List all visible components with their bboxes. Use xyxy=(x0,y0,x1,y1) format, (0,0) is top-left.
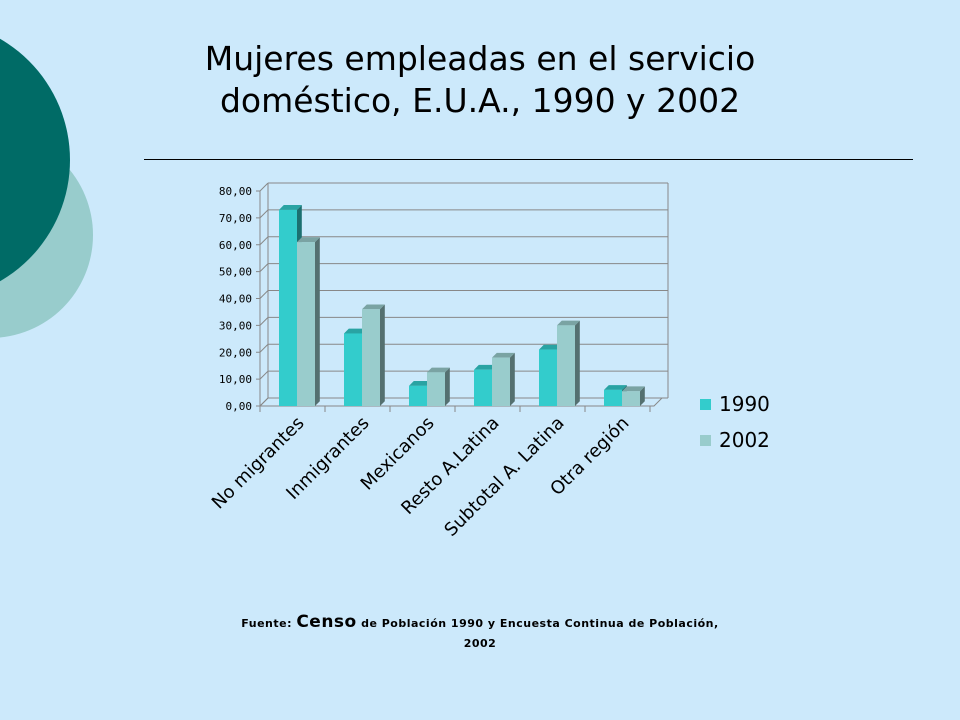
slide-title: Mujeres empleadas en el servicio domésti… xyxy=(120,38,840,122)
y-tick-label: 20,00 xyxy=(219,346,252,359)
source-emphasis: Censo xyxy=(296,612,357,632)
bar-1990 xyxy=(474,369,492,406)
x-tick-label: Subtotal A. Latina xyxy=(440,413,568,541)
legend-label: 1990 xyxy=(719,392,770,416)
bar-top xyxy=(362,304,385,310)
y-tick-label: 0,00 xyxy=(226,400,253,413)
legend-label: 2002 xyxy=(719,428,770,452)
y-tick-label: 70,00 xyxy=(219,212,252,225)
decorative-circles xyxy=(0,38,93,338)
y-tick-label: 40,00 xyxy=(219,293,252,306)
bar-2002 xyxy=(622,391,640,406)
bar-1990 xyxy=(279,209,297,406)
bar-1990 xyxy=(344,333,362,406)
gridline-side xyxy=(259,343,269,353)
dark-circle-shape xyxy=(0,38,70,282)
chart-floor xyxy=(258,397,664,407)
bar-top xyxy=(409,381,432,386)
y-tick-label: 80,00 xyxy=(219,185,252,198)
y-tick-label: 10,00 xyxy=(219,373,252,386)
legend-swatch xyxy=(700,398,711,410)
bar-2002 xyxy=(297,242,315,406)
bar-side xyxy=(575,320,580,406)
bar-top xyxy=(474,364,497,370)
y-tick-label: 30,00 xyxy=(219,319,252,332)
y-tick-label: 60,00 xyxy=(219,239,252,252)
source-prefix: Fuente: xyxy=(241,617,297,630)
bar-2002 xyxy=(557,325,575,406)
bar-top xyxy=(539,344,562,350)
gridline-side xyxy=(259,317,269,326)
bar-1990 xyxy=(604,389,622,406)
legend-item: 1990 xyxy=(700,386,770,422)
bar-top xyxy=(557,320,580,326)
bar-side xyxy=(510,352,515,406)
bar-side xyxy=(445,367,450,406)
bar-2002 xyxy=(427,372,445,406)
bar-side xyxy=(315,237,320,406)
legend-swatch xyxy=(700,434,711,446)
title-line-1: Mujeres empleadas en el servicio xyxy=(204,39,756,78)
gridline-side xyxy=(259,290,269,299)
bar-top xyxy=(492,352,515,358)
bar-1990 xyxy=(539,349,557,406)
bar-1990 xyxy=(409,385,427,406)
bar-top xyxy=(427,367,450,373)
bar-2002 xyxy=(492,357,510,406)
bar-side xyxy=(380,304,385,406)
gridline-side xyxy=(259,236,269,246)
chart-legend: 1990 2002 xyxy=(700,386,770,458)
title-divider xyxy=(144,159,913,160)
bar-top xyxy=(297,237,320,243)
bar-2002 xyxy=(362,309,380,406)
source-rest: de Población 1990 y Encuesta Continua de… xyxy=(356,617,719,650)
source-note: Fuente: Censo de Población 1990 y Encues… xyxy=(240,612,720,654)
bar-top xyxy=(279,205,302,210)
gridline-side xyxy=(259,263,269,272)
y-tick-label: 50,00 xyxy=(219,266,252,279)
bar-top xyxy=(344,328,367,334)
bar-top xyxy=(604,385,627,390)
gridline-side xyxy=(259,209,269,219)
title-line-2: doméstico, E.U.A., 1990 y 2002 xyxy=(219,81,741,120)
legend-item: 2002 xyxy=(700,422,770,458)
gridline-side xyxy=(259,370,269,380)
bar-side xyxy=(640,386,645,406)
bar-top xyxy=(622,386,645,392)
gridline-side xyxy=(259,182,269,192)
